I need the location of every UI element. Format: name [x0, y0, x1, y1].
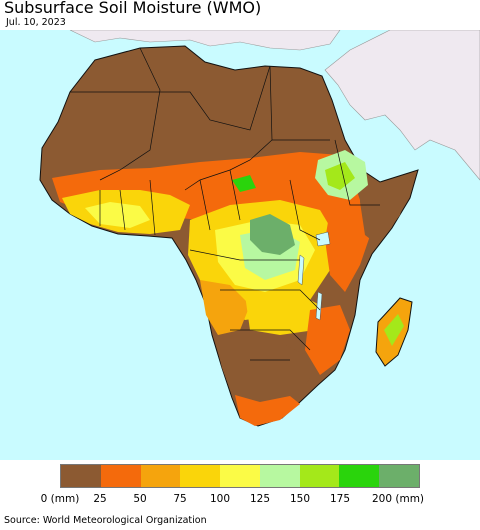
legend-tick-label: 50 — [133, 493, 147, 505]
south-coast-orange — [235, 395, 300, 426]
zambia-yellow — [245, 290, 320, 335]
legend-tick-label: 200 (mm) — [371, 493, 425, 505]
lake-victoria — [315, 231, 331, 247]
source-credit: Source: World Meteorological Organizatio… — [4, 515, 207, 526]
legend-colorbar — [60, 464, 420, 488]
map-title: Subsurface Soil Moisture (WMO) — [4, 0, 262, 17]
legend-swatch — [100, 465, 141, 487]
legend-swatch — [61, 465, 101, 487]
mozambique-orange — [305, 305, 350, 375]
legend-swatch — [299, 465, 340, 487]
legend-tick-label: 125 — [249, 493, 271, 505]
soil-moisture-map — [0, 30, 480, 460]
legend-swatch — [140, 465, 181, 487]
legend-tick-label: 0 (mm) — [40, 493, 80, 505]
country-borders — [70, 47, 380, 361]
lake-tanganyika — [297, 254, 305, 286]
congo-green — [250, 214, 295, 255]
middle-east-landmass — [324, 30, 480, 181]
angola-orange — [200, 280, 250, 335]
legend-tick-label: 175 — [329, 493, 351, 505]
legend-tick-label: 25 — [93, 493, 107, 505]
legend-swatch — [259, 465, 300, 487]
europe-landmass — [69, 30, 341, 51]
somalia-brown — [360, 180, 410, 245]
legend-swatch — [339, 465, 380, 487]
east-africa-orange — [325, 202, 372, 292]
legend: 0 (mm) 25 50 75 100 125 150 175 200 (mm) — [0, 464, 480, 510]
west-africa-green — [85, 202, 150, 228]
map-date: Jul. 10, 2023 — [6, 17, 66, 28]
chad-green-spot — [232, 175, 256, 192]
lake-malawi — [315, 291, 323, 321]
legend-swatch — [379, 465, 420, 487]
legend-swatch — [180, 465, 221, 487]
ethiopia-lime — [325, 162, 355, 190]
legend-swatch — [220, 465, 260, 487]
legend-tick-label: 100 — [209, 493, 231, 505]
legend-tick-label: 150 — [289, 493, 311, 505]
legend-tick-label: 75 — [173, 493, 187, 505]
madagascar-green — [384, 314, 404, 346]
